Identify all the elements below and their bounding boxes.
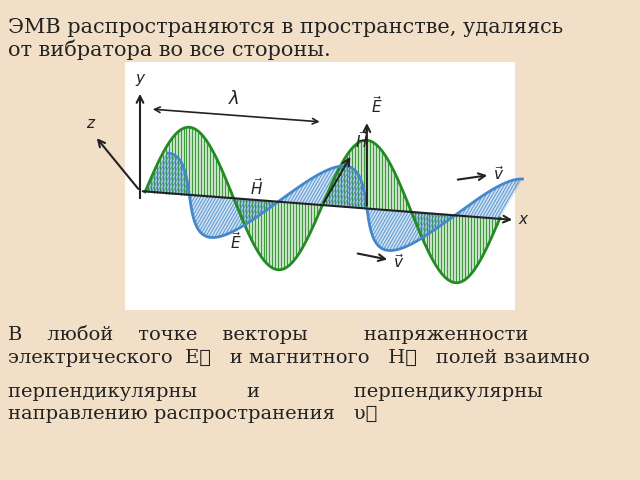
Polygon shape bbox=[211, 166, 345, 238]
Polygon shape bbox=[323, 140, 411, 212]
Text: $\vec{H}$: $\vec{H}$ bbox=[250, 178, 263, 198]
Text: от вибратора во все стороны.: от вибратора во все стороны. bbox=[8, 40, 331, 60]
Text: направлению распространения   υ⃗: направлению распространения υ⃗ bbox=[8, 405, 378, 423]
Text: $\vec{E}$: $\vec{E}$ bbox=[371, 96, 383, 116]
Polygon shape bbox=[145, 127, 234, 198]
Polygon shape bbox=[412, 212, 500, 283]
Text: перпендикулярны        и               перпендикулярны: перпендикулярны и перпендикулярны bbox=[8, 383, 543, 401]
Polygon shape bbox=[234, 199, 322, 270]
Text: ЭМВ распространяются в пространстве, удаляясь: ЭМВ распространяются в пространстве, уда… bbox=[8, 18, 563, 37]
Text: y: y bbox=[136, 71, 145, 86]
Text: $\vec{v}$: $\vec{v}$ bbox=[493, 165, 504, 183]
Text: электрического  E⃗   и магнитного   H⃗   полей взаимно: электрического E⃗ и магнитного H⃗ полей … bbox=[8, 349, 589, 367]
Text: $\vec{E}$: $\vec{E}$ bbox=[230, 231, 242, 252]
Text: λ: λ bbox=[228, 89, 239, 108]
Bar bbox=[125, 62, 515, 310]
Text: $\vec{v}$: $\vec{v}$ bbox=[393, 253, 404, 271]
Text: x: x bbox=[518, 213, 527, 228]
Text: В    любой    точке    векторы         напряженности: В любой точке векторы напряженности bbox=[8, 325, 529, 344]
Polygon shape bbox=[389, 179, 522, 251]
Polygon shape bbox=[323, 166, 411, 251]
Polygon shape bbox=[145, 153, 234, 238]
Text: z: z bbox=[86, 116, 94, 131]
Text: $\vec{H}$: $\vec{H}$ bbox=[355, 131, 368, 151]
